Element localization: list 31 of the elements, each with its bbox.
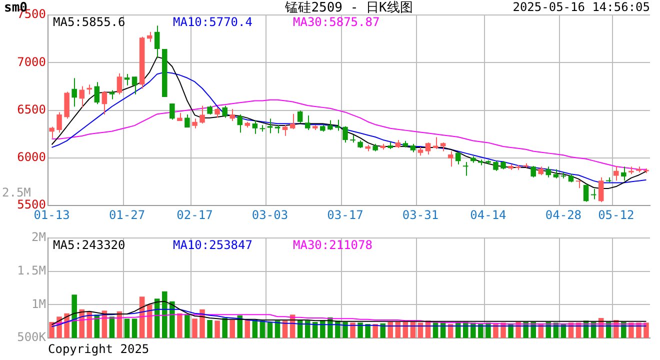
x-tick-label: 04-28 [545, 208, 582, 222]
text: MA30:5875.87 [293, 15, 380, 30]
candlestick [516, 164, 521, 170]
text: Copyright 2025 [48, 342, 150, 356]
y-tick-label: 7000 [17, 54, 46, 69]
y-tick-label: 6500 [17, 102, 46, 116]
x-tick-label: 04-14 [470, 208, 506, 222]
y-tick-label: 500K [17, 330, 47, 344]
text: 2.5M [2, 186, 31, 200]
candlestick [335, 119, 340, 132]
y-tick-label: 2M [32, 230, 46, 244]
candlestick [312, 124, 318, 131]
text: MA30:211078 [293, 238, 372, 252]
x-tick-label: 01-13 [34, 208, 70, 222]
text: MA5:5855.6 [53, 15, 126, 30]
candlestick [636, 166, 642, 173]
y-tick-label: 1.5M [17, 263, 46, 278]
y-tick-label: 1M [32, 296, 46, 311]
x-tick-label: 02-17 [176, 208, 213, 222]
candlestick [177, 112, 182, 122]
x-tick-label: 03-03 [252, 208, 288, 222]
text: 2025-05-16 14:56:05 [512, 0, 650, 14]
y-tick-label: 6000 [17, 150, 46, 164]
x-tick-label: 05-12 [598, 208, 634, 222]
text: MA10:253847 [173, 238, 252, 252]
text: MA5:243320 [53, 238, 126, 252]
chart-title: 锰硅2509 - 日K线图 [284, 0, 413, 16]
x-tick-label: 03-31 [402, 208, 439, 222]
x-tick-label: 01-27 [108, 208, 146, 222]
text: MA10:5770.4 [173, 15, 252, 30]
x-tick-label: 03-17 [327, 208, 364, 222]
